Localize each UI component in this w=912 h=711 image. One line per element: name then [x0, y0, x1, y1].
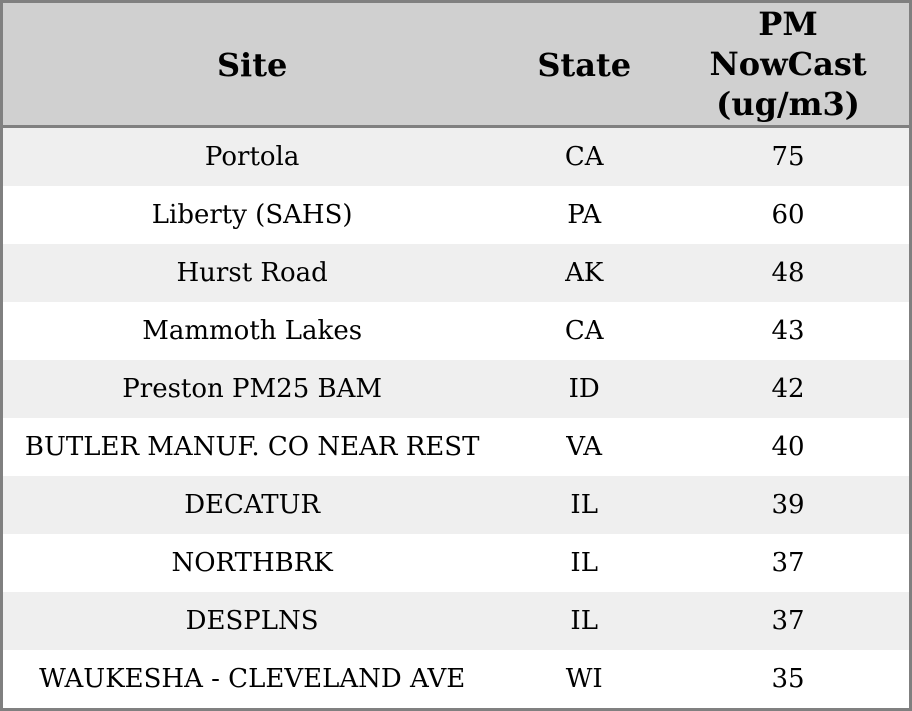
cell-pm-nowcast: 48	[771, 258, 805, 288]
col-header-site-label: Site	[216, 46, 288, 85]
cell-pm-nowcast: 43	[771, 316, 805, 346]
table-row: DECATUR IL 39	[3, 476, 909, 534]
cell-pm-nowcast: 37	[771, 606, 805, 636]
cell-state: WI	[565, 664, 603, 694]
cell-state: IL	[570, 548, 598, 578]
table-row: Hurst Road AK 48	[3, 244, 909, 302]
cell-pm-nowcast: 39	[771, 490, 805, 520]
col-header-site: Site	[3, 3, 502, 128]
cell-state: VA	[566, 432, 603, 462]
header-row: Site State PM NowCast (ug/m3)	[3, 3, 909, 128]
col-header-state: State	[501, 3, 668, 128]
data-table: Site State PM NowCast (ug/m3) Portola CA 7…	[3, 3, 909, 708]
cell-pm-nowcast: 75	[771, 142, 805, 172]
cell-state: IL	[570, 490, 598, 520]
cell-site: Hurst Road	[176, 258, 328, 288]
table-row: Preston PM25 BAM ID 42	[3, 360, 909, 418]
cell-pm-nowcast: 40	[771, 432, 805, 462]
cell-state: AK	[565, 258, 604, 288]
col-header-pm-nowcast-label: PM NowCast (ug/m3)	[709, 5, 867, 123]
table-row: DESPLNS IL 37	[3, 592, 909, 650]
cell-site: DECATUR	[184, 490, 321, 520]
table-row: WAUKESHA - CLEVELAND AVE WI 35	[3, 650, 909, 708]
cell-site: Preston PM25 BAM	[122, 374, 383, 404]
cell-site: WAUKESHA - CLEVELAND AVE	[39, 664, 466, 694]
cell-state: PA	[567, 200, 602, 230]
cell-site: Portola	[204, 142, 300, 172]
table-row: NORTHBRK IL 37	[3, 534, 909, 592]
cell-pm-nowcast: 42	[771, 374, 805, 404]
cell-site: Liberty (SAHS)	[151, 200, 353, 230]
cell-state: CA	[564, 142, 604, 172]
cell-state: IL	[570, 606, 598, 636]
cell-state: ID	[568, 374, 600, 404]
cell-state: CA	[564, 316, 604, 346]
table-row: Liberty (SAHS) PA 60	[3, 186, 909, 244]
cell-pm-nowcast: 37	[771, 548, 805, 578]
table-row: BUTLER MANUF. CO NEAR REST VA 40	[3, 418, 909, 476]
table-header: Site State PM NowCast (ug/m3)	[3, 3, 909, 128]
table-row: Portola CA 75	[3, 126, 909, 186]
table-row: Mammoth Lakes CA 43	[3, 302, 909, 360]
cell-site: Mammoth Lakes	[142, 316, 363, 346]
col-header-pm-nowcast: PM NowCast (ug/m3)	[667, 3, 909, 128]
cell-pm-nowcast: 35	[771, 664, 805, 694]
cell-pm-nowcast: 60	[771, 200, 805, 230]
col-header-state-label: State	[537, 46, 632, 85]
cell-site: BUTLER MANUF. CO NEAR REST	[24, 432, 480, 462]
table-body: Portola CA 75 Liberty (SAHS) PA 60 Hurst Road A…	[3, 126, 909, 708]
cell-site: DESPLNS	[185, 606, 319, 636]
cell-site: NORTHBRK	[171, 548, 333, 578]
